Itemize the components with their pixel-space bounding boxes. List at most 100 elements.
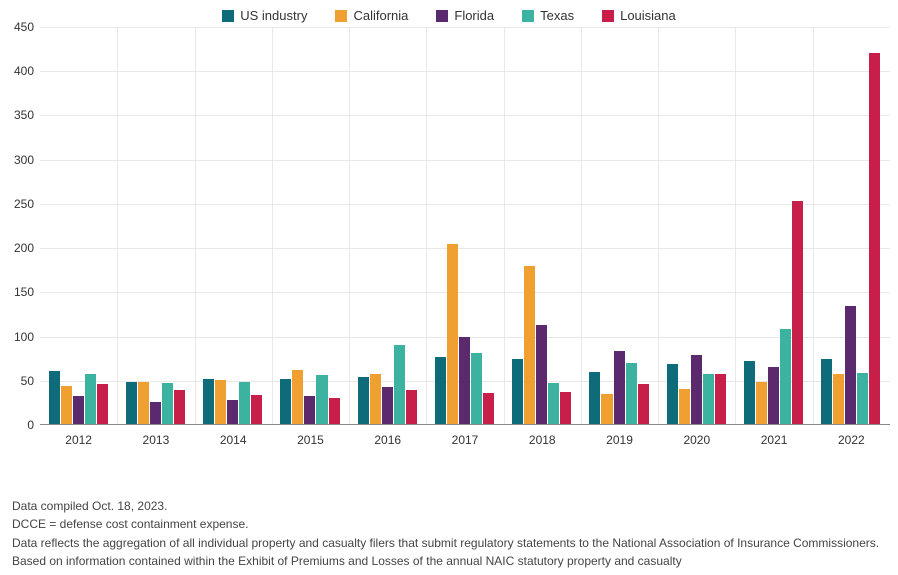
ytick-label: 200 <box>14 241 40 255</box>
legend-label: Texas <box>540 8 574 23</box>
xtick-label: 2021 <box>761 433 788 447</box>
footnote-line: Data reflects the aggregation of all ind… <box>12 535 886 551</box>
bar <box>869 53 880 424</box>
bar <box>691 355 702 424</box>
ytick-label: 50 <box>21 374 40 388</box>
gridline-v <box>581 27 582 424</box>
gridline-v <box>195 27 196 424</box>
bar <box>85 374 96 424</box>
xtick-label: 2013 <box>143 433 170 447</box>
bar <box>329 398 340 424</box>
bar <box>280 379 291 424</box>
bar <box>744 361 755 424</box>
bar <box>251 395 262 424</box>
footnote-line: Data compiled Oct. 18, 2023. <box>12 498 886 514</box>
bar <box>833 374 844 424</box>
bar <box>821 359 832 424</box>
xtick-label: 2019 <box>606 433 633 447</box>
bar <box>715 374 726 424</box>
gridline-h <box>40 27 890 28</box>
bar <box>780 329 791 424</box>
gridline-v <box>504 27 505 424</box>
xtick-label: 2014 <box>220 433 247 447</box>
ytick-label: 0 <box>27 418 40 432</box>
bar <box>768 367 779 424</box>
bar <box>459 337 470 424</box>
bar <box>667 364 678 424</box>
legend-label: California <box>353 8 408 23</box>
bar <box>756 382 767 424</box>
bar <box>626 363 637 424</box>
bar <box>435 357 446 424</box>
bar <box>150 402 161 424</box>
gridline-h <box>40 292 890 293</box>
bar <box>239 382 250 424</box>
bar <box>73 396 84 424</box>
legend-swatch <box>335 10 347 22</box>
legend-item: Louisiana <box>602 8 676 23</box>
bar <box>589 372 600 424</box>
gridline-v <box>735 27 736 424</box>
footnote-line: Based on information contained within th… <box>12 553 886 569</box>
ytick-label: 100 <box>14 330 40 344</box>
bar <box>97 384 108 424</box>
gridline-v <box>813 27 814 424</box>
xtick-label: 2022 <box>838 433 865 447</box>
gridline-v <box>117 27 118 424</box>
xtick-label: 2015 <box>297 433 324 447</box>
legend-item: Texas <box>522 8 574 23</box>
legend-item: US industry <box>222 8 307 23</box>
ytick-label: 350 <box>14 108 40 122</box>
bar <box>638 384 649 424</box>
bar <box>203 379 214 424</box>
gridline-h <box>40 204 890 205</box>
chart-area: 050100150200250300350400450 201220132014… <box>30 27 890 447</box>
xtick-label: 2017 <box>452 433 479 447</box>
legend-item: California <box>335 8 408 23</box>
ytick-label: 300 <box>14 153 40 167</box>
bar <box>227 400 238 424</box>
legend-item: Florida <box>436 8 494 23</box>
legend-swatch <box>522 10 534 22</box>
xtick-label: 2016 <box>374 433 401 447</box>
bar <box>126 382 137 424</box>
bar <box>524 266 535 424</box>
gridline-v <box>658 27 659 424</box>
bar <box>483 393 494 424</box>
ytick-label: 150 <box>14 285 40 299</box>
bar <box>49 371 60 424</box>
gridline-h <box>40 248 890 249</box>
footnotes: Data compiled Oct. 18, 2023. DCCE = defe… <box>12 498 886 571</box>
gridline-v <box>349 27 350 424</box>
bar <box>316 375 327 424</box>
bar <box>792 201 803 424</box>
bar <box>447 244 458 424</box>
ytick-label: 400 <box>14 64 40 78</box>
legend-swatch <box>602 10 614 22</box>
bar <box>703 374 714 424</box>
legend-label: Louisiana <box>620 8 676 23</box>
gridline-v <box>272 27 273 424</box>
legend-label: Florida <box>454 8 494 23</box>
bar <box>560 392 571 424</box>
chart-legend: US industry California Florida Texas Louisia… <box>0 0 898 27</box>
bar <box>292 370 303 424</box>
bar <box>215 380 226 424</box>
bar <box>679 389 690 424</box>
bar <box>304 396 315 424</box>
bar <box>382 387 393 424</box>
bar <box>406 390 417 424</box>
gridline-h <box>40 160 890 161</box>
legend-swatch <box>436 10 448 22</box>
bar <box>174 390 185 424</box>
footnote-line: DCCE = defense cost containment expense. <box>12 516 886 532</box>
plot-region: 050100150200250300350400450 <box>40 27 890 425</box>
gridline-v <box>426 27 427 424</box>
ytick-label: 450 <box>14 20 40 34</box>
gridline-h <box>40 115 890 116</box>
bar <box>61 386 72 424</box>
bar <box>548 383 559 424</box>
xtick-label: 2018 <box>529 433 556 447</box>
bar <box>857 373 868 424</box>
bar <box>370 374 381 424</box>
